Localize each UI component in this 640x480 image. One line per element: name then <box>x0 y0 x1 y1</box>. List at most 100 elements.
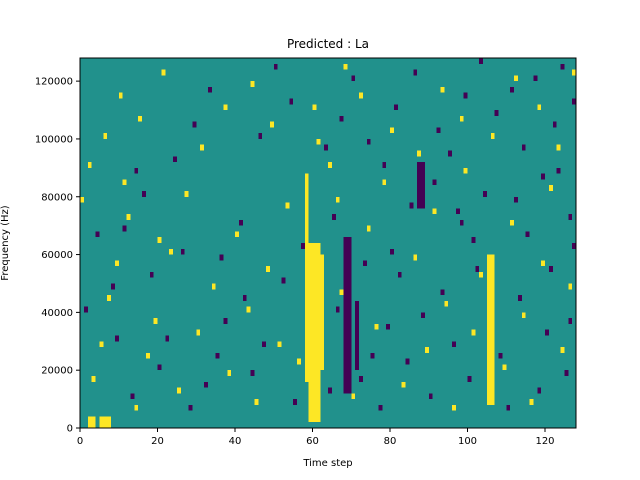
heatmap-cell-high <box>463 167 468 174</box>
heatmap-cell-high <box>537 104 542 111</box>
heatmap-cell-high <box>297 358 301 365</box>
heatmap-cell-low <box>242 295 247 301</box>
heatmap-cell-low <box>409 202 414 209</box>
heatmap-cell-high <box>502 364 507 371</box>
heatmap-cell-low <box>289 98 294 105</box>
heatmap-cell-low <box>568 214 573 220</box>
heatmap-cell-low <box>157 364 162 371</box>
heatmap-cell-low <box>204 381 208 388</box>
heatmap-cell-high <box>122 179 127 186</box>
x-tick-label: 100 <box>458 436 477 447</box>
heatmap-cell-low <box>351 75 356 82</box>
heatmap-cell-low <box>510 86 514 93</box>
heatmap-cell-high <box>459 115 464 122</box>
heatmap-cell-low <box>262 341 266 348</box>
heatmap-cell-low <box>300 243 305 249</box>
heatmap-cell-low <box>517 295 522 301</box>
heatmap-cell-high <box>99 341 104 348</box>
heatmap-cell-low <box>130 393 135 400</box>
heatmap-cell-low <box>463 92 468 99</box>
x-tick-label: 120 <box>535 436 554 447</box>
heatmap-cell-low <box>552 121 557 128</box>
heatmap-cell-high <box>126 214 131 220</box>
heatmap-cell-low <box>545 329 549 336</box>
heatmap-cell-high <box>91 375 96 382</box>
heatmap-cell-low <box>293 399 297 405</box>
heatmap-band-high <box>320 254 325 371</box>
heatmap-cell-low <box>506 404 511 411</box>
heatmap-cell-high <box>145 352 150 359</box>
heatmap-cell-low <box>366 138 371 145</box>
heatmap-cell-low <box>556 167 561 174</box>
x-tick-label: 60 <box>306 436 319 447</box>
heatmap-cell-high <box>153 318 158 324</box>
heatmap-cell-high <box>471 329 476 336</box>
heatmap-cell-low <box>533 75 538 82</box>
heatmap-cell-high <box>541 260 545 267</box>
heatmap-cell-high <box>479 271 483 278</box>
heatmap-cell-high <box>200 144 204 151</box>
heatmap-cell-low <box>250 370 255 376</box>
heatmap-cell-low <box>362 260 367 267</box>
heatmap-cell-high <box>235 231 239 238</box>
heatmap-cell-high <box>351 393 356 400</box>
heatmap-cell-low <box>537 387 542 394</box>
heatmap-cell-high <box>444 300 449 307</box>
heatmap-cell-low <box>382 162 387 168</box>
heatmap-cell-high <box>285 202 290 209</box>
heatmap-band-low <box>417 162 425 209</box>
heatmap-cell-high <box>529 399 534 405</box>
heatmap-cell-high <box>138 115 142 122</box>
plot-area <box>80 58 576 428</box>
heatmap-cell-high <box>312 104 317 111</box>
heatmap-cell-high <box>556 144 561 151</box>
heatmap-cell-low <box>258 133 263 139</box>
heatmap-cell-low <box>428 393 433 400</box>
x-tick-label: 80 <box>384 436 397 447</box>
heatmap-cell-low <box>339 115 344 122</box>
chart-title: Predicted : La <box>287 37 369 51</box>
heatmap-cell-low <box>440 289 445 296</box>
heatmap-cell-high <box>510 219 514 226</box>
heatmap-cell-low <box>378 404 383 411</box>
heatmap-cell-high <box>560 347 565 353</box>
heatmap-cell-low <box>188 404 193 411</box>
heatmap-cell-low <box>432 179 437 186</box>
heatmap-cell-low <box>328 387 332 394</box>
y-tick-label: 60000 <box>41 250 73 261</box>
heatmap-cell-low <box>436 127 441 134</box>
heatmap-cell-low <box>467 375 472 382</box>
heatmap-cell-low <box>180 248 185 255</box>
heatmap-cell-high <box>521 312 526 319</box>
heatmap-cell-high <box>390 127 394 134</box>
heatmap-cell-high <box>343 63 348 70</box>
heatmap-cell-low <box>149 271 154 278</box>
heatmap-cell-low <box>475 266 480 272</box>
heatmap-cell-high <box>118 92 123 99</box>
heatmap-cell-high <box>452 404 456 411</box>
heatmap-cell-high <box>266 266 270 272</box>
plot-frame <box>79 57 577 429</box>
heatmap-band-high <box>486 254 495 405</box>
heatmap-cell-low <box>173 156 177 163</box>
heatmap-cell-high <box>103 133 108 139</box>
heatmap-cell-low <box>572 98 576 105</box>
heatmap-cell-low <box>238 219 243 226</box>
heatmap-cell-low <box>521 144 526 151</box>
heatmap-cell-high <box>339 289 344 296</box>
heatmap-cell-low <box>525 231 530 238</box>
heatmap-cell-high <box>269 121 274 128</box>
heatmap-band-high <box>87 416 96 428</box>
heatmap-cell-high <box>157 237 162 243</box>
heatmap-cell-low <box>273 63 278 70</box>
heatmap-cell-low <box>421 312 425 319</box>
y-axis: 0 20000 40000 60000 80000 100000 120000 <box>35 77 80 435</box>
heatmap-cell-high <box>366 225 371 232</box>
heatmap-cell-low <box>95 231 100 238</box>
heatmap-cell-low <box>572 243 576 249</box>
heatmap-cell-high <box>80 196 84 203</box>
x-axis: 0 20 40 60 80 100 120 <box>77 428 555 447</box>
heatmap-cell-high <box>246 306 251 313</box>
heatmap-band-low <box>343 237 352 394</box>
heatmap-cell-low <box>359 375 363 382</box>
